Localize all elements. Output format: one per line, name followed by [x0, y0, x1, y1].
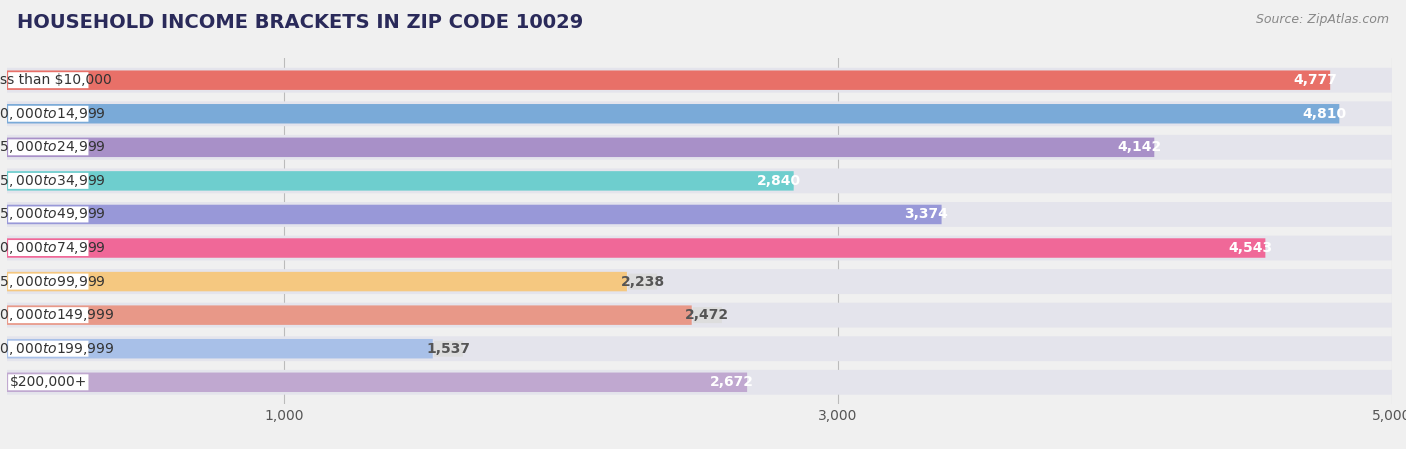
FancyBboxPatch shape [8, 307, 89, 323]
Text: 4,777: 4,777 [1294, 73, 1337, 87]
FancyBboxPatch shape [7, 68, 1392, 92]
FancyBboxPatch shape [7, 370, 1392, 395]
FancyBboxPatch shape [7, 101, 1392, 126]
Text: HOUSEHOLD INCOME BRACKETS IN ZIP CODE 10029: HOUSEHOLD INCOME BRACKETS IN ZIP CODE 10… [17, 13, 583, 32]
FancyBboxPatch shape [7, 202, 1392, 227]
FancyBboxPatch shape [8, 374, 89, 390]
FancyBboxPatch shape [7, 303, 1392, 328]
FancyBboxPatch shape [7, 305, 692, 325]
Text: 2,238: 2,238 [620, 275, 665, 289]
FancyBboxPatch shape [7, 135, 1392, 160]
FancyBboxPatch shape [7, 238, 1265, 258]
FancyBboxPatch shape [8, 106, 89, 122]
FancyBboxPatch shape [1301, 72, 1330, 88]
FancyBboxPatch shape [8, 240, 89, 256]
FancyBboxPatch shape [7, 269, 1392, 294]
Text: Source: ZipAtlas.com: Source: ZipAtlas.com [1256, 13, 1389, 26]
FancyBboxPatch shape [8, 341, 89, 357]
Text: 4,543: 4,543 [1229, 241, 1272, 255]
Text: 3,374: 3,374 [904, 207, 949, 221]
Text: Less than $10,000: Less than $10,000 [0, 73, 112, 87]
FancyBboxPatch shape [693, 307, 721, 323]
Text: $10,000 to $14,999: $10,000 to $14,999 [0, 106, 105, 122]
Text: 2,840: 2,840 [756, 174, 800, 188]
Text: $100,000 to $149,999: $100,000 to $149,999 [0, 307, 114, 323]
Text: 4,142: 4,142 [1118, 141, 1161, 154]
FancyBboxPatch shape [7, 205, 942, 224]
Text: $15,000 to $24,999: $15,000 to $24,999 [0, 139, 105, 155]
FancyBboxPatch shape [7, 336, 1392, 361]
FancyBboxPatch shape [7, 70, 1330, 90]
Text: 4,810: 4,810 [1302, 107, 1347, 121]
Text: 2,672: 2,672 [710, 375, 754, 389]
FancyBboxPatch shape [7, 339, 433, 358]
Text: 1,537: 1,537 [426, 342, 471, 356]
FancyBboxPatch shape [7, 137, 1154, 157]
Text: 2,472: 2,472 [685, 308, 730, 322]
Text: $50,000 to $74,999: $50,000 to $74,999 [0, 240, 105, 256]
FancyBboxPatch shape [8, 207, 89, 222]
Text: $200,000+: $200,000+ [10, 375, 87, 389]
FancyBboxPatch shape [763, 173, 793, 189]
FancyBboxPatch shape [7, 272, 627, 291]
FancyBboxPatch shape [7, 168, 1392, 194]
FancyBboxPatch shape [628, 273, 657, 290]
FancyBboxPatch shape [8, 273, 89, 290]
FancyBboxPatch shape [434, 341, 463, 357]
FancyBboxPatch shape [1309, 106, 1339, 122]
FancyBboxPatch shape [8, 173, 89, 189]
Text: $35,000 to $49,999: $35,000 to $49,999 [0, 207, 105, 222]
FancyBboxPatch shape [7, 373, 747, 392]
FancyBboxPatch shape [7, 171, 793, 191]
FancyBboxPatch shape [912, 207, 941, 222]
FancyBboxPatch shape [717, 374, 747, 390]
Text: $25,000 to $34,999: $25,000 to $34,999 [0, 173, 105, 189]
Text: $150,000 to $199,999: $150,000 to $199,999 [0, 341, 114, 357]
FancyBboxPatch shape [1236, 240, 1265, 256]
Text: $75,000 to $99,999: $75,000 to $99,999 [0, 273, 105, 290]
FancyBboxPatch shape [8, 139, 89, 155]
FancyBboxPatch shape [7, 104, 1340, 123]
FancyBboxPatch shape [1125, 139, 1154, 155]
FancyBboxPatch shape [7, 236, 1392, 260]
FancyBboxPatch shape [8, 72, 89, 88]
